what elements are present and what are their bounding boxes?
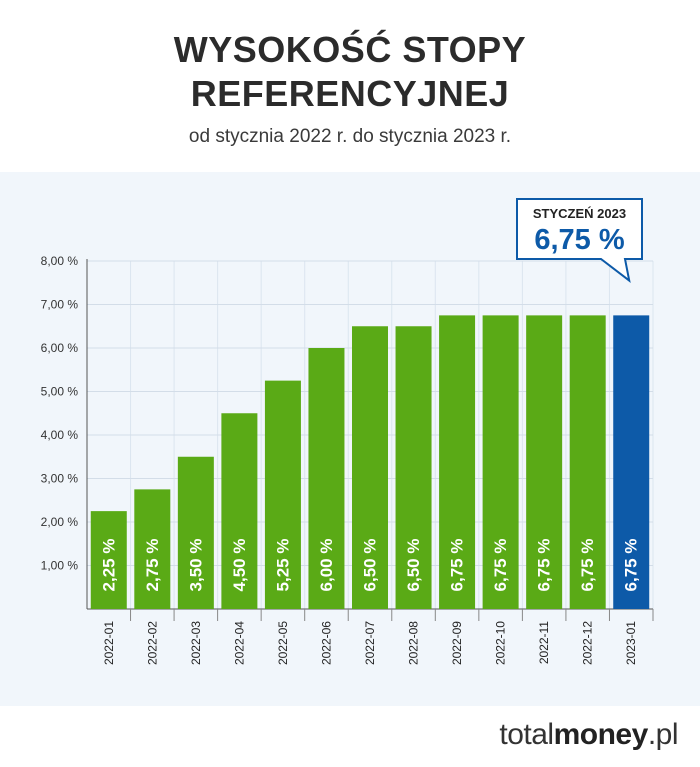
y-tick-label: 7,00 % [41, 298, 79, 312]
bar-value-label: 2,25 % [99, 539, 118, 592]
x-tick-label: 2022-07 [363, 621, 377, 665]
brand-bold: money [553, 718, 649, 751]
title-line-1: WYSOKOŚĆ STOPY [173, 29, 527, 70]
bar-value-label: 5,25 % [273, 539, 292, 592]
x-tick-label: 2022-05 [276, 621, 290, 665]
bar [177, 456, 214, 609]
x-tick-label: 2022-06 [319, 621, 333, 665]
bar [90, 511, 127, 609]
y-tick-label: 3,00 % [41, 472, 79, 486]
bar-value-label: 2,75 % [143, 539, 162, 592]
bar-value-label: 6,75 % [491, 539, 510, 592]
callout-box [516, 198, 643, 283]
bar [526, 315, 563, 609]
bar-value-label: 6,75 % [622, 539, 641, 592]
bar [308, 348, 345, 609]
bar [613, 315, 650, 609]
x-tick-label: 2022-08 [407, 621, 421, 665]
x-tick-label: 2023-01 [624, 621, 638, 665]
x-tick-label: 2022-12 [581, 621, 595, 665]
callout-value: 6,75 % [534, 224, 624, 256]
x-tick-label: 2022-11 [537, 621, 551, 664]
bar [482, 315, 519, 609]
bar-value-label: 6,75 % [448, 539, 467, 592]
bar [569, 315, 606, 609]
bar-value-label: 6,75 % [578, 539, 597, 592]
brand-logo: totalmoney.pl [499, 718, 678, 752]
brand-suffix: .pl [647, 718, 679, 751]
x-tick-label: 2022-03 [189, 621, 203, 665]
bar-value-label: 6,50 % [361, 539, 380, 592]
bar [439, 315, 476, 609]
bar-value-label: 6,75 % [535, 539, 554, 592]
bar-value-label: 6,50 % [404, 539, 423, 592]
y-tick-label: 1,00 % [41, 559, 79, 573]
y-tick-label: 4,00 % [41, 428, 79, 442]
y-tick-label: 2,00 % [41, 515, 79, 529]
bar-value-label: 3,50 % [186, 539, 205, 592]
x-tick-label: 2022-09 [450, 621, 464, 665]
y-tick-label: 8,00 % [41, 254, 79, 268]
bar [395, 326, 432, 609]
bar [352, 326, 388, 609]
bar [134, 489, 171, 609]
x-tick-label: 2022-01 [102, 621, 116, 665]
title-line-2: REFERENCYJNEJ [190, 73, 510, 114]
bar-value-label: 4,50 % [230, 539, 249, 592]
brand-prefix: total [499, 718, 554, 751]
y-tick-label: 5,00 % [41, 385, 79, 399]
callout-label: STYCZEŃ 2023 [533, 206, 626, 221]
x-tick-label: 2022-02 [145, 621, 159, 665]
y-tick-label: 6,00 % [41, 341, 79, 355]
bar [221, 413, 258, 609]
x-tick-label: 2022-10 [494, 621, 508, 665]
subtitle: od stycznia 2022 r. do stycznia 2023 r. [188, 126, 512, 147]
x-tick-label: 2022-04 [232, 621, 246, 665]
bar-value-label: 6,00 % [317, 539, 336, 592]
bar [264, 380, 301, 609]
